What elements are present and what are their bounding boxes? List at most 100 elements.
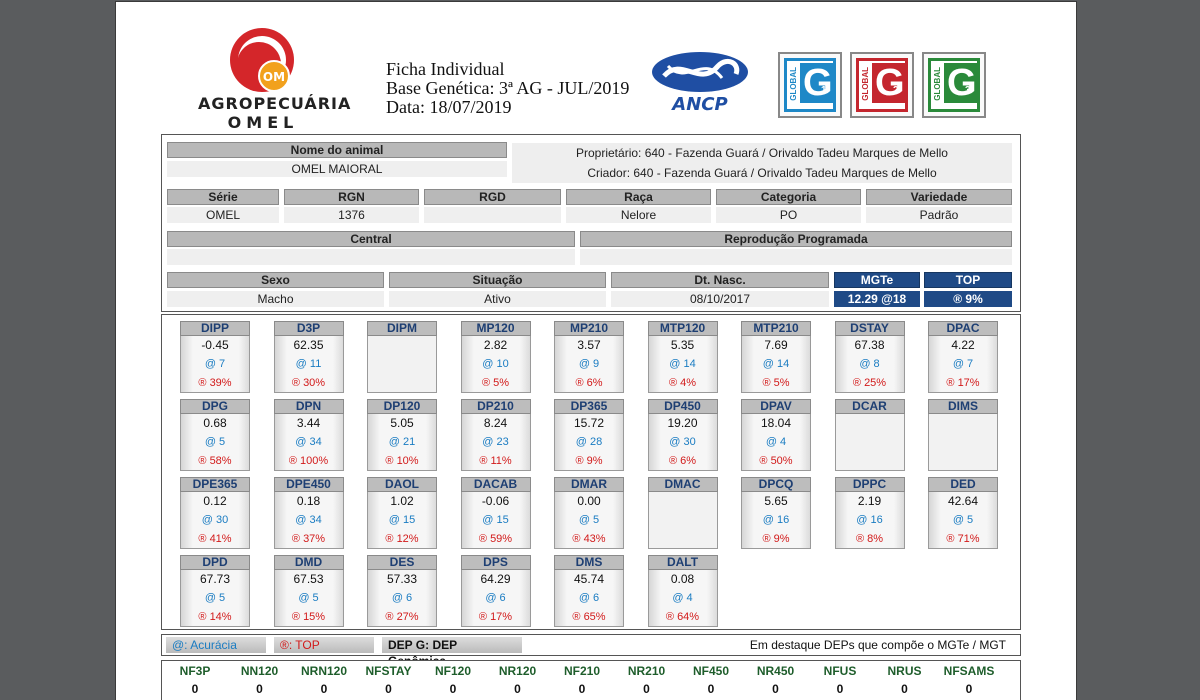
dep-name: MTP210 [741, 321, 811, 336]
dep-value: 62.35 [293, 338, 324, 352]
situacao-value: Ativo [389, 291, 606, 307]
dep-cell: DPCQ 5.65 @ 16 ® 9% [741, 477, 811, 549]
dep-value: -0.45 [201, 338, 229, 352]
dep-accuracy: @ 11 [295, 358, 322, 370]
dep-accuracy: @ 5 [952, 514, 974, 526]
dep-value: 4.22 [951, 338, 975, 352]
dep-cell: DP210 8.24 @ 23 ® 11% [460, 399, 531, 471]
dep-value: 15.72 [573, 416, 605, 430]
dep-cell: DMD 67.53 @ 5 ® 15% [273, 555, 344, 627]
dep-body: 5.35 @ 14 ® 4% [647, 336, 718, 393]
legend-top: ®: TOP [274, 637, 374, 653]
dep-top: ® 58% [198, 455, 232, 467]
dep-value: 67.53 [293, 572, 324, 586]
dep-body: 0.18 @ 34 ® 37% [273, 492, 344, 549]
ancp-text: ANCP [672, 94, 728, 115]
dep-top: ® 4% [668, 377, 697, 389]
dep-cell: DPS 64.29 @ 6 ® 17% [460, 555, 531, 627]
dep-name: DMAR [554, 477, 624, 492]
dep-cell: MP120 2.82 @ 10 ® 5% [460, 321, 531, 393]
dep-top: ® 100% [288, 455, 329, 467]
dep-name: DP450 [647, 399, 718, 414]
dep-top: ® 12% [385, 533, 419, 545]
dep-accuracy: @ 23 [482, 436, 509, 448]
rgn-value: 1376 [284, 207, 419, 223]
dep-top: ® 27% [385, 611, 419, 623]
dep-value: -0.06 [481, 494, 510, 508]
dep-accuracy: @ 16 [856, 514, 883, 526]
dep-body: 42.64 @ 5 ® 71% [928, 492, 998, 549]
dep-top [368, 374, 436, 392]
dep-name: DAOL [367, 477, 437, 492]
badge-number: 1 [821, 85, 827, 96]
dep-value: 0.12 [203, 494, 227, 508]
dep-body: 3.44 @ 34 ® 100% [273, 414, 344, 471]
dep-accuracy: @ 8 [859, 358, 880, 370]
dep-name: DES [367, 555, 437, 570]
dep-body: 67.73 @ 5 ® 14% [180, 570, 250, 627]
dep-cell: DACAB -0.06 @ 15 ® 59% [460, 477, 531, 549]
dep-body: -0.45 @ 7 ® 39% [180, 336, 250, 393]
document-page: OM AGROPECUÁRIA OMEL Ficha Individual Ba… [116, 2, 1076, 700]
dep-name: DCAR [834, 399, 905, 414]
dep-top [649, 530, 717, 548]
dep-top: ® 14% [198, 611, 232, 623]
dep-cell: MTP210 7.69 @ 14 ® 5% [741, 321, 811, 393]
count-label: NN120 [240, 664, 279, 678]
dep-value: 42.64 [947, 494, 979, 508]
rgn-label: RGN [284, 189, 419, 205]
dep-value: 0.00 [577, 494, 601, 508]
dep-name: DACAB [460, 477, 531, 492]
dep-name: DPD [180, 555, 250, 570]
dep-accuracy: @ 16 [762, 514, 790, 526]
variedade-value: Padrão [866, 207, 1012, 223]
dep-top: ® 64% [665, 611, 700, 623]
dep-body [367, 336, 437, 393]
central-value [167, 249, 575, 265]
dep-value: 67.38 [854, 338, 885, 352]
dep-value: 5.05 [390, 416, 414, 430]
badge-number: 3 [965, 85, 971, 96]
dep-accuracy: @ 5 [204, 592, 226, 604]
dep-grid: DIPP -0.45 @ 7 ® 39% D3P 62.35 @ 11 ® 30% DIPM MP… [161, 314, 1021, 630]
dep-value: 7.69 [764, 338, 788, 352]
dep-cell: DP120 5.05 @ 21 ® 10% [367, 399, 437, 471]
categoria-value: PO [716, 207, 861, 223]
count-value: 0 [514, 682, 521, 696]
count-label: NFSTAY [365, 664, 412, 678]
raca-value: Nelore [566, 207, 711, 223]
progeny-counts-row: NF3P 0 NN120 0 NRN120 0 NFSTAY 0 NF120 0 NR120 0 NF2… [161, 660, 1021, 700]
report-heading: Ficha Individual Base Genética: 3ª AG - … [386, 60, 629, 117]
dep-accuracy: @ 10 [482, 358, 509, 370]
dep-top: ® 71% [946, 533, 980, 545]
dep-top: ® 50% [759, 455, 793, 467]
dep-top: ® 41% [198, 533, 232, 545]
dep-cell: DIPP -0.45 @ 7 ® 39% [180, 321, 250, 393]
situacao-label: Situação [389, 272, 606, 288]
dep-value: 5.65 [764, 494, 788, 508]
dep-body: 8.24 @ 23 ® 11% [460, 414, 531, 471]
dep-cell: D3P 62.35 @ 11 ® 30% [273, 321, 344, 393]
dep-top: ® 9% [575, 455, 603, 467]
dep-body: 5.65 @ 16 ® 9% [741, 492, 811, 549]
dep-cell: MP210 3.57 @ 9 ® 6% [554, 321, 624, 393]
dep-top [929, 452, 997, 470]
categoria-label: Categoria [716, 189, 861, 205]
dep-cell: DPN 3.44 @ 34 ® 100% [273, 399, 344, 471]
dep-accuracy: @ 5 [204, 436, 226, 448]
dep-value: 1.02 [390, 494, 414, 508]
nasc-label: Dt. Nasc. [611, 272, 829, 288]
omel-logo-monogram: OM [263, 70, 285, 84]
dep-cell: DP365 15.72 @ 28 ® 9% [554, 399, 624, 471]
animal-name: OMEL MAIORAL [167, 161, 507, 177]
serie-value: OMEL [167, 207, 279, 223]
dep-accuracy [368, 355, 436, 374]
dep-name: MTP120 [647, 321, 718, 336]
legend-bar: @: Acurácia ®: TOP DEP G: DEP Genômica E… [161, 634, 1021, 668]
dep-body: 57.33 @ 6 ® 27% [367, 570, 437, 627]
legend-accuracy: @: Acurácia [166, 637, 266, 653]
count-value: 0 [901, 682, 908, 696]
count-label: NR210 [627, 664, 666, 678]
dep-top: ® 17% [478, 611, 513, 623]
dep-value: 5.35 [670, 338, 695, 352]
